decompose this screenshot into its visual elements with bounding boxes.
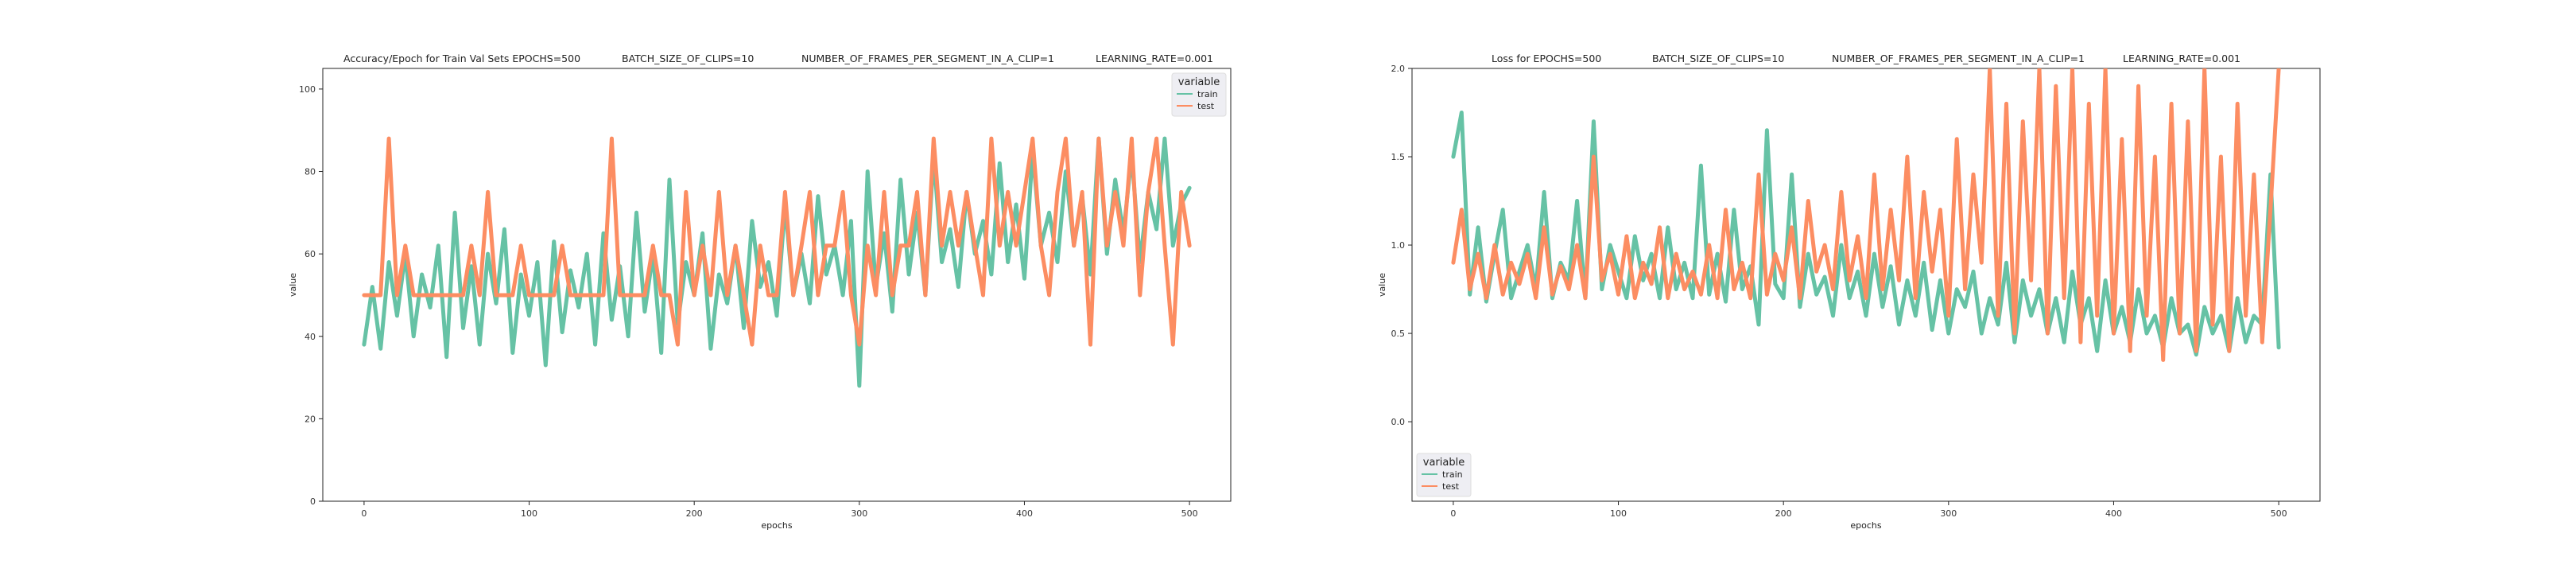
chart-title-part: BATCH_SIZE_OF_CLIPS=10 [622,53,754,64]
series-line-test [1451,68,2281,362]
x-tick-label: 100 [1610,508,1627,519]
x-tick-label: 0 [361,508,367,519]
y-tick-label: 1.0 [1391,240,1406,251]
x-tick-label: 400 [1016,508,1033,519]
x-tick-label: 500 [1181,508,1198,519]
legend-title: variable [1178,76,1220,88]
y-tick-label: 1.5 [1391,152,1406,162]
x-axis-label: epochs [1850,520,1881,531]
y-axis-label: value [1377,273,1387,297]
legend-entry-test: test [1197,101,1215,111]
x-tick-label: 200 [686,508,703,519]
x-tick-label: 300 [1940,508,1957,519]
x-tick-label: 400 [2105,508,2122,519]
x-tick-label: 300 [851,508,867,519]
y-tick-label: 0 [310,496,316,507]
y-tick-label: 80 [305,167,316,177]
y-axis-label: value [288,273,298,297]
series-lines [1451,68,2281,362]
legend-entry-train: train [1442,469,1463,480]
series-lines [362,136,1192,388]
chart-2: Loss for EPOCHS=500 BATCH_SIZE_OF_CLIPS=1… [1377,53,2321,531]
series-line-test [362,136,1192,347]
series-line-train [362,136,1192,388]
y-tick-label: 0.5 [1391,329,1406,339]
legend-entry-test: test [1442,481,1460,492]
chart-title-part: BATCH_SIZE_OF_CLIPS=10 [1652,53,1784,64]
y-tick-label: 20 [305,414,316,424]
chart-title-part: NUMBER_OF_FRAMES_PER_SEGMENT_IN_A_CLIP=1 [801,53,1054,64]
legend-title: variable [1423,457,1465,469]
y-tick-label: 0.0 [1391,417,1406,427]
chart-title-part: LEARNING_RATE=0.001 [1096,53,1213,64]
y-tick-label: 100 [299,84,316,95]
chart-title-part: Loss for EPOCHS=500 [1492,53,1601,64]
chart-title-part: NUMBER_OF_FRAMES_PER_SEGMENT_IN_A_CLIP=1 [1832,53,2085,64]
x-tick-label: 0 [1450,508,1456,519]
chart-1: Accuracy/Epoch for Train Val Sets EPOCHS… [288,53,1232,531]
x-tick-label: 500 [2271,508,2287,519]
y-tick-label: 60 [305,249,316,259]
legend-entry-train: train [1197,89,1218,99]
y-tick-label: 2.0 [1391,64,1406,74]
x-axis-label: epochs [761,520,792,531]
y-tick-label: 40 [305,332,316,342]
x-tick-label: 200 [1775,508,1792,519]
chart-title-part: Accuracy/Epoch for Train Val Sets EPOCHS… [343,53,580,64]
x-tick-label: 100 [521,508,537,519]
chart-title-part: LEARNING_RATE=0.001 [2123,53,2240,64]
